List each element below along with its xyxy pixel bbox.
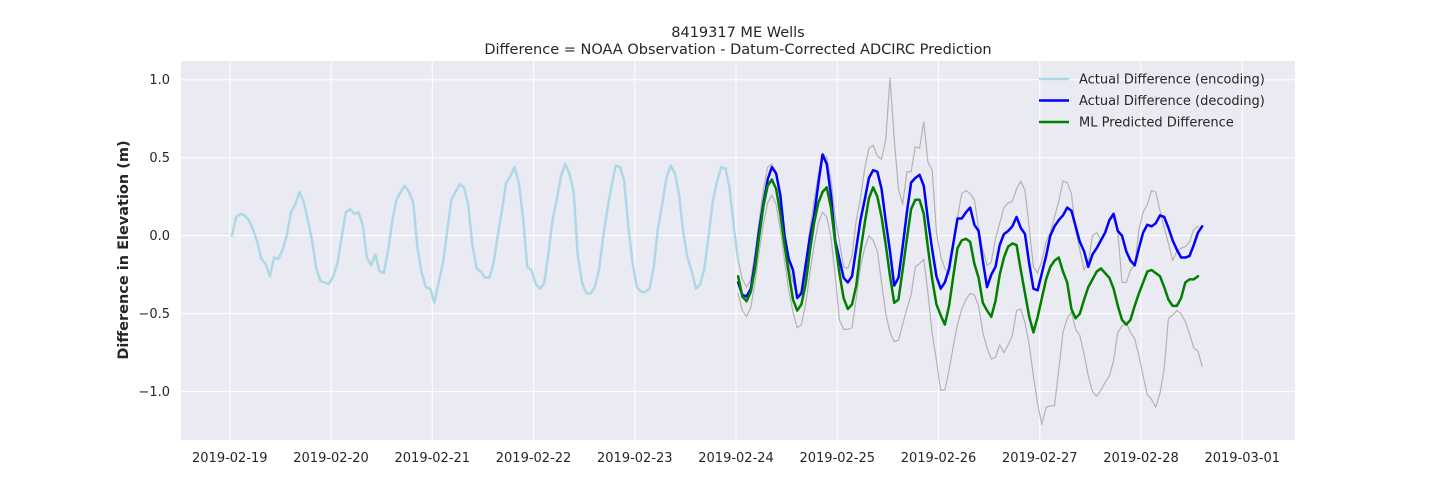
y-tick-label: 0.5 [149,151,170,166]
y-axis-label: Difference in Elevation (m) [116,140,132,359]
chart-subtitle: Difference = NOAA Observation - Datum-Co… [484,42,991,58]
legend-label: Actual Difference (decoding) [1079,94,1265,109]
x-tick-label: 2019-02-24 [698,451,774,466]
y-tick-label: −0.5 [138,307,170,322]
x-tick-labels: 2019-02-19 2019-02-20 2019-02-21 2019-02-22… [192,451,1280,466]
chart-title: 8419317 ME Wells [671,25,805,41]
x-tick-label: 2019-02-28 [1103,451,1179,466]
x-tick-label: 2019-02-21 [395,451,471,466]
series-line-decoding [736,153,1204,300]
x-tick-label: 2019-02-22 [496,451,572,466]
upper-bound-line [737,77,1199,299]
legend-item-encoding: Actual Difference (encoding) [1039,73,1265,88]
legend-item-predicted: ML Predicted Difference [1039,116,1234,131]
legend-label: ML Predicted Difference [1079,116,1234,131]
legend-label: Actual Difference (encoding) [1079,73,1265,88]
series-line-encoding [230,162,740,304]
x-tick-label: 2019-02-25 [799,451,875,466]
series-lines [230,77,1204,425]
x-tick-label: 2019-02-27 [1002,451,1078,466]
x-tick-label: 2019-02-26 [901,451,977,466]
grid-lines [181,61,1295,440]
y-tick-labels: 1.0 0.5 0.0 −0.5 −1.0 [138,73,170,400]
y-tick-label: 1.0 [149,73,170,88]
legend-item-decoding: Actual Difference (decoding) [1039,94,1265,109]
x-tick-label: 2019-02-19 [192,451,268,466]
series-line-predicted [736,178,1200,334]
x-tick-label: 2019-02-20 [293,451,369,466]
x-tick-label: 2019-03-01 [1204,451,1280,466]
y-tick-label: 0.0 [149,229,170,244]
legend: Actual Difference (encoding) Actual Diffe… [1039,73,1265,131]
x-tick-label: 2019-02-23 [597,451,673,466]
y-tick-label: −1.0 [138,385,170,400]
